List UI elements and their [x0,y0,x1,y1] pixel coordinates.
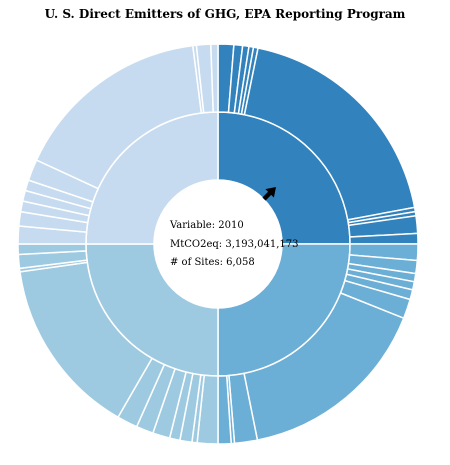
center-hole [154,180,282,308]
center-variable-label: Variable: 2010 [169,220,244,231]
center-total-label: MtCO2eq: 3,193,041,173 [170,239,299,250]
outer-segment-40[interactable] [210,43,219,113]
outer-ring [17,43,419,445]
chart-title: U. S. Direct Emitters of GHG, EPA Report… [44,7,406,21]
mouse-cursor-icon [262,187,276,201]
center-sites-label: # of Sites: 6,058 [170,257,255,268]
